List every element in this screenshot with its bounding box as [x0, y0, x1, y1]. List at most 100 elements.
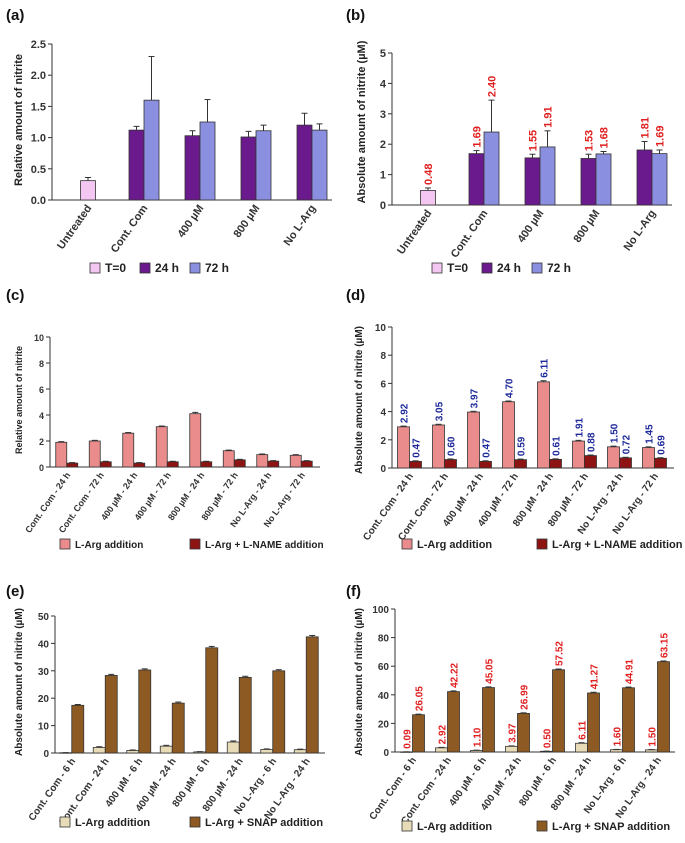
bar [205, 647, 219, 754]
data-label: 0.61 [552, 436, 563, 456]
bar [420, 190, 436, 206]
bar [505, 745, 518, 753]
bar [580, 158, 597, 206]
legend-swatch [59, 816, 71, 828]
data-label: 4.70 [505, 378, 516, 398]
legend-swatch [536, 820, 548, 832]
data-label: 0.69 [657, 435, 668, 455]
y-tick-label: 0 [43, 749, 49, 760]
data-label: 0.48 [423, 164, 435, 185]
data-label: 57.52 [555, 641, 566, 666]
y-axis-label: Absolute amount of nitrite (µM) [354, 326, 365, 474]
y-tick-label: 20 [378, 719, 390, 730]
panel-label: (a) [6, 7, 24, 24]
y-tick-label: 4 [380, 78, 387, 90]
bar [584, 455, 597, 469]
bar [642, 447, 655, 469]
legend-swatch [189, 816, 201, 828]
data-label: 1.55 [528, 130, 540, 151]
bar [610, 749, 623, 753]
x-tick-label: 400 µM [515, 208, 546, 245]
data-label: 41.27 [590, 664, 601, 689]
data-label: 3.97 [508, 723, 519, 743]
bar [126, 750, 140, 754]
legend-label: L-Arg + L-NAME addition [205, 540, 324, 551]
chart-panel-2: (c)Relative amount of nitrite0246810Cont… [6, 287, 324, 551]
bar [587, 692, 600, 753]
bar [300, 460, 313, 468]
y-tick-label: 100 [372, 605, 389, 616]
bar [636, 149, 653, 206]
chart-panel-5: (f) Absolute amount of nitrite (µM) 0 20 40 6… [346, 583, 675, 833]
data-label: 2.92 [400, 403, 411, 423]
bar [233, 459, 246, 468]
x-tick-label: 400 µM [175, 203, 206, 240]
data-label: 0.88 [587, 432, 598, 452]
data-label: 1.50 [610, 423, 621, 443]
data-label: 1.91 [543, 106, 555, 127]
legend-swatch [536, 538, 548, 550]
y-tick-label: 40 [378, 691, 390, 702]
bar [467, 411, 480, 469]
data-label: 1.10 [473, 727, 484, 747]
bar [199, 121, 216, 201]
y-tick-label: 0 [39, 463, 44, 473]
bar [189, 413, 202, 468]
bar [537, 381, 550, 469]
bar [482, 687, 495, 753]
bar [412, 714, 425, 753]
data-label: 1.53 [584, 130, 596, 151]
panel-label: (c) [6, 287, 24, 304]
bar [133, 462, 146, 468]
legend-swatch [401, 538, 413, 550]
bar [619, 457, 632, 469]
legend-swatch [59, 538, 71, 550]
bar [657, 661, 670, 753]
y-tick-label: 2.5 [31, 39, 46, 51]
y-tick-label: 2 [380, 436, 386, 447]
y-tick-label: 0.5 [31, 164, 46, 176]
y-axis-label: Absolute amount of nitrite (µM) [14, 608, 25, 756]
legend-label: T=0 [447, 261, 468, 275]
chart-panel-4: (e) Absolute amount of nitrite (µM) 0 10 20 3… [6, 583, 325, 829]
bar [128, 129, 145, 201]
y-tick-label: 2 [380, 139, 386, 151]
data-label: 1.69 [655, 126, 667, 147]
bar [226, 741, 240, 754]
x-tick-label: 800 µM [571, 208, 602, 245]
data-label: 0.47 [482, 438, 493, 458]
data-label: 45.05 [485, 658, 496, 683]
data-label: 63.15 [660, 633, 671, 658]
bar [502, 401, 515, 469]
bar [289, 454, 302, 468]
bar [539, 146, 556, 206]
y-tick-label: 4 [380, 408, 386, 419]
x-tick-label: 800 µM [231, 203, 262, 240]
bar [549, 458, 562, 469]
y-tick-label: 50 [38, 612, 50, 623]
x-tick-label: No L-Arg [282, 203, 319, 248]
bar [99, 461, 112, 468]
bar [267, 460, 280, 468]
x-tick-label: No L-Arg [622, 208, 659, 253]
bar [444, 459, 457, 469]
y-tick-label: 4 [39, 411, 44, 421]
y-tick-label: 0 [383, 748, 389, 759]
bar [651, 153, 668, 206]
y-tick-label: 6 [380, 379, 386, 390]
bar [122, 432, 135, 468]
bar [572, 440, 585, 469]
data-label: 1.45 [645, 424, 656, 444]
y-tick-label: 6 [39, 385, 44, 395]
legend-label: L-Arg + SNAP addition [552, 821, 670, 833]
bar [184, 135, 201, 201]
y-tick-label: 30 [38, 667, 50, 678]
bar [468, 153, 485, 206]
bar [66, 462, 79, 468]
chart-panel-3: (d) Absolute amount of nitrite (µM) 0 2 4 6 8 1… [346, 287, 683, 551]
y-axis-label: Absolute amount of nitrite (µM) [354, 608, 365, 756]
bar [88, 440, 101, 468]
bar [293, 749, 307, 754]
data-label: 3.97 [470, 388, 481, 408]
legend-label: L-Arg + SNAP addition [205, 817, 323, 829]
